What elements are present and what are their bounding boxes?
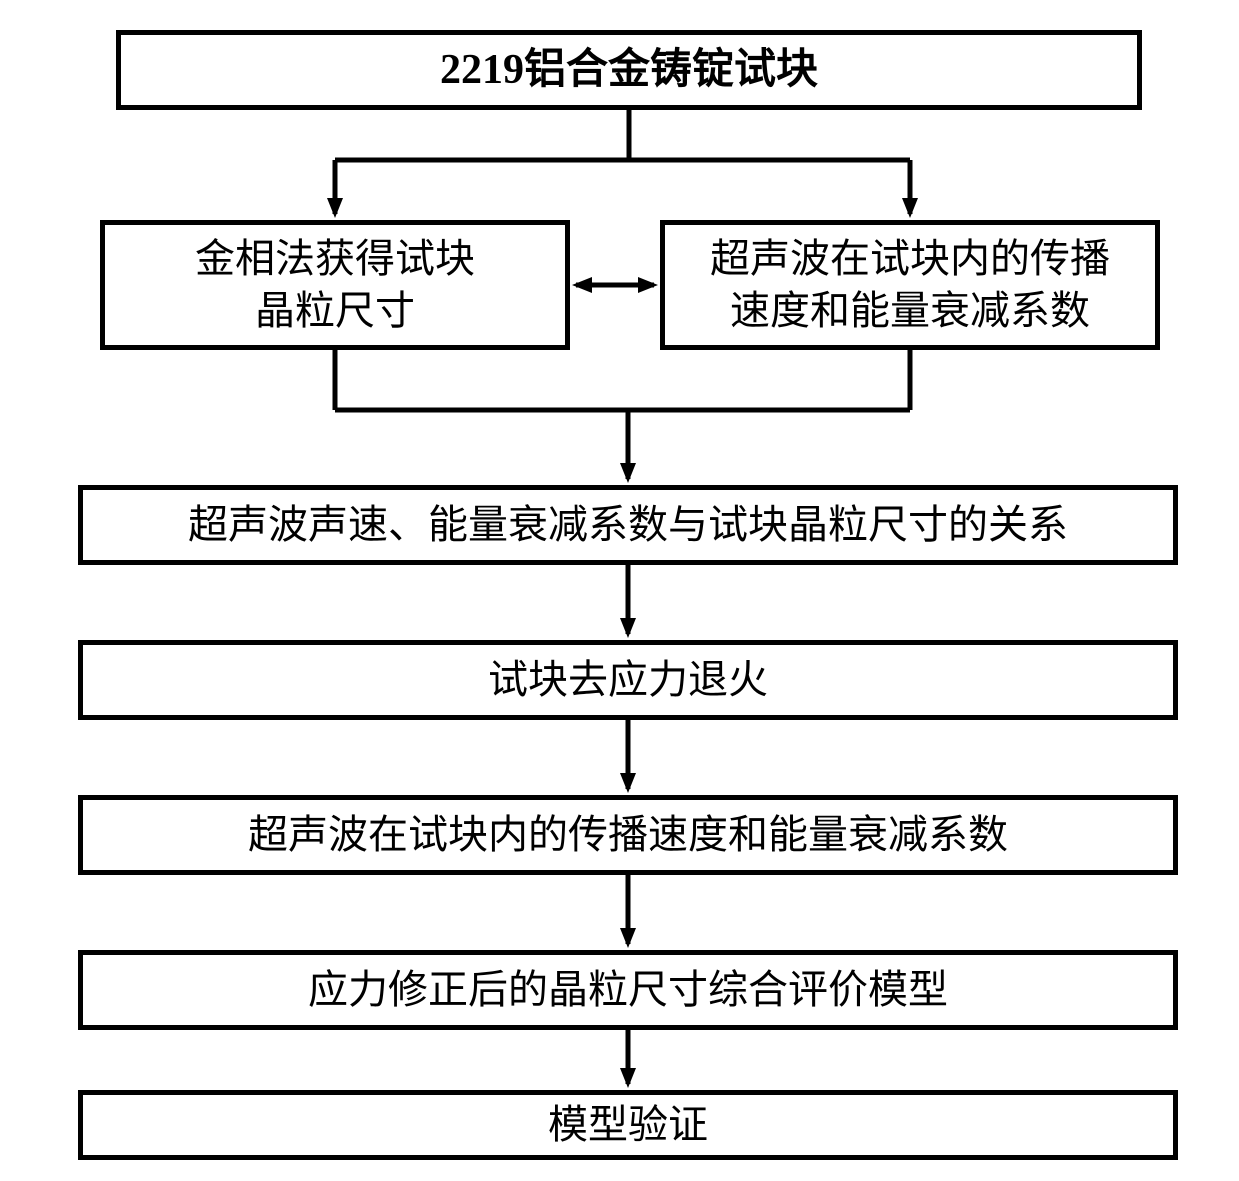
node-n7-label: 模型验证 xyxy=(548,1099,708,1151)
node-n6-label: 应力修正后的晶粒尺寸综合评价模型 xyxy=(308,964,948,1016)
node-n2a: 金相法获得试块 晶粒尺寸 xyxy=(100,220,570,350)
node-n4-label: 试块去应力退火 xyxy=(488,654,768,706)
node-n7: 模型验证 xyxy=(78,1090,1178,1160)
node-n3: 超声波声速、能量衰减系数与试块晶粒尺寸的关系 xyxy=(78,485,1178,565)
node-n2a-label: 金相法获得试块 晶粒尺寸 xyxy=(195,233,475,337)
node-n5-label: 超声波在试块内的传播速度和能量衰减系数 xyxy=(248,809,1008,861)
node-n2b-label: 超声波在试块内的传播 速度和能量衰减系数 xyxy=(710,233,1110,337)
node-n1: 2219铝合金铸锭试块 xyxy=(116,30,1142,110)
node-n4: 试块去应力退火 xyxy=(78,640,1178,720)
flowchart-container: 2219铝合金铸锭试块 金相法获得试块 晶粒尺寸 超声波在试块内的传播 速度和能… xyxy=(0,0,1239,1181)
node-n3-label: 超声波声速、能量衰减系数与试块晶粒尺寸的关系 xyxy=(188,499,1068,551)
node-n6: 应力修正后的晶粒尺寸综合评价模型 xyxy=(78,950,1178,1030)
node-n1-label: 2219铝合金铸锭试块 xyxy=(440,43,818,98)
node-n2b: 超声波在试块内的传播 速度和能量衰减系数 xyxy=(660,220,1160,350)
node-n5: 超声波在试块内的传播速度和能量衰减系数 xyxy=(78,795,1178,875)
